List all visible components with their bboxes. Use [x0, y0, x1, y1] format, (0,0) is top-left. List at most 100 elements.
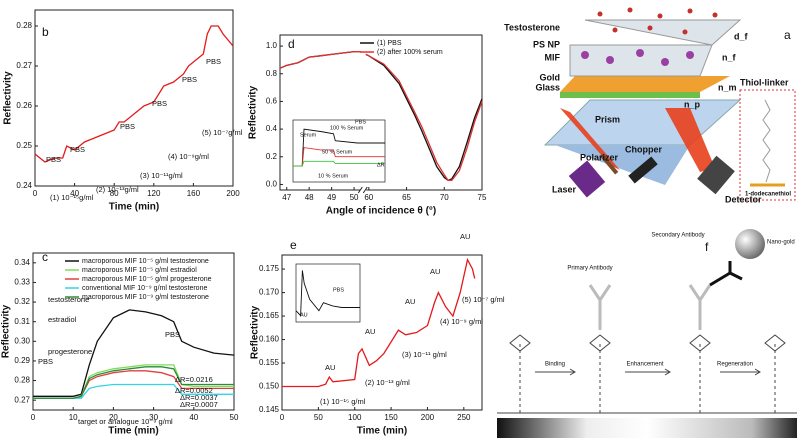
diagram-f-label: Regeneration	[717, 362, 753, 368]
diagram-f-label: Primary Antibody	[567, 266, 612, 272]
y-tick-label: 0.31	[14, 317, 30, 326]
annotation: PBS	[120, 122, 135, 131]
x-tick-label: 40	[189, 413, 198, 422]
diagram-a-label: n_m	[718, 82, 737, 92]
linkers	[519, 343, 776, 413]
inset-frame	[292, 119, 386, 183]
annotation: AU	[365, 327, 375, 336]
annotation: (1) 10⁻¹⁵ g/ml	[320, 397, 366, 406]
annotation: (5) 10⁻⁷ g/ml	[462, 295, 505, 304]
x-tick-label: 0	[33, 189, 38, 198]
panel-label: c	[42, 250, 48, 264]
y-tick-label: 0.30	[14, 336, 30, 345]
y-tick-label: 0.27	[16, 61, 32, 70]
annotation: ΔR=0.0037	[180, 393, 218, 402]
polarizer	[599, 153, 619, 175]
legend-label: (2) after 100% serum	[377, 49, 443, 56]
annotation: ΔR=0.0216	[175, 375, 213, 384]
y-tick-label: 0.0	[266, 180, 278, 189]
inset-frame	[295, 263, 361, 323]
data-line	[33, 366, 234, 399]
prism-face	[555, 145, 690, 185]
panel-label: a	[784, 28, 791, 42]
diagram-a-label: Gold	[540, 72, 561, 82]
laser-beam	[560, 108, 620, 170]
y-tick-label: 0.175	[259, 264, 280, 273]
diagram-a-label: Testosterone	[504, 22, 560, 32]
annotation: PBS	[152, 99, 167, 108]
diagram-a	[543, 7, 796, 201]
thiol-chain	[762, 99, 771, 183]
plot-frame	[281, 254, 483, 411]
x-tick-label: 65	[402, 193, 411, 202]
y-tick-label: 0.24	[16, 181, 32, 190]
annotation: AU	[460, 232, 470, 241]
x-tick-label: 40	[70, 189, 79, 198]
linker-box	[739, 89, 796, 201]
y-tick-label: 0.150	[259, 382, 280, 391]
x-axis-label: Time (min)	[357, 426, 407, 437]
x-axis-label: Time (min)	[109, 202, 159, 213]
x-tick-label: 47	[282, 193, 291, 202]
diagram-a-label: Detector	[725, 194, 762, 204]
annotation: (5) 10⁻⁷g/ml	[202, 128, 243, 137]
glass-layer	[560, 92, 700, 98]
x-tick-label: 75	[478, 193, 487, 202]
annotation: progesterone	[48, 347, 92, 356]
annotation: AU	[405, 297, 415, 306]
y-tick-label: 0.8	[266, 69, 278, 78]
x-tick-label: 30	[149, 413, 158, 422]
diagram-a-label: Laser	[552, 184, 577, 194]
panel-label: e	[290, 238, 297, 252]
data-line	[293, 160, 385, 167]
legend-label: macroporous MIF 10⁻⁵ g/ml progesterone	[82, 276, 212, 283]
y-tick-label: 0.160	[259, 335, 280, 344]
x-tick-label: 20	[109, 413, 118, 422]
y-tick-label: 0.6	[266, 97, 278, 106]
diagram-f-label: Secondary Antibody	[651, 233, 704, 239]
y-tick-label: 0.26	[16, 101, 32, 110]
x-tick-label: 50	[230, 413, 239, 422]
annotation: (2) 10⁻¹³g/ml	[96, 185, 139, 194]
panel-label: f	[705, 240, 709, 254]
annotation: PBS	[38, 357, 53, 366]
annotation: (4) 10⁻⁹g/ml	[168, 152, 209, 161]
y-axis-label: Reflectivity	[1, 304, 12, 358]
annotation: PBS	[182, 75, 197, 84]
y-tick-label: 0.170	[259, 288, 280, 297]
x-tick-label: 10	[69, 413, 78, 422]
diagram-a-label: MIF	[545, 52, 561, 62]
legend-label: (1) PBS	[377, 40, 402, 47]
y-tick-label: 0.2	[266, 152, 278, 161]
detector	[697, 155, 735, 195]
x-tick-label: 49	[327, 193, 336, 202]
data-line	[33, 309, 235, 397]
x-tick-label: 50	[350, 193, 359, 202]
diagram-a-label: n_p	[684, 99, 701, 109]
annotation: PBS	[206, 57, 221, 66]
laser	[568, 160, 606, 198]
annotation: PBS	[46, 155, 61, 164]
data-line	[34, 25, 234, 163]
diagram-a-label: Chopper	[625, 144, 662, 154]
nano-gold-ball	[735, 229, 765, 259]
y-tick-label: 0.28	[16, 21, 32, 30]
mif-layer	[569, 19, 742, 77]
y-tick-label: 0.28	[14, 376, 30, 385]
x-tick-label: 70	[440, 193, 449, 202]
y-tick-label: 0.27	[14, 395, 30, 404]
diagram-a-label: PS NP	[533, 39, 560, 49]
y-tick-label: 0.29	[14, 356, 30, 365]
annotation: AU	[325, 363, 335, 372]
panel-label: d	[288, 37, 295, 51]
x-axis-label: Time (min)	[108, 426, 158, 437]
y-tick-label: 0.25	[16, 141, 32, 150]
inset-annotation: 50 % Serum	[322, 149, 353, 155]
y-tick-label: 0.165	[259, 311, 280, 320]
y-axis-label: Reflectivity	[248, 85, 259, 139]
y-tick-label: 0.155	[259, 358, 280, 367]
diagram-f-label: Binding	[545, 362, 565, 368]
legend-label: conventional MIF 10⁻⁹ g/ml testosterone	[82, 285, 207, 292]
annotation: testosterone	[48, 295, 89, 304]
